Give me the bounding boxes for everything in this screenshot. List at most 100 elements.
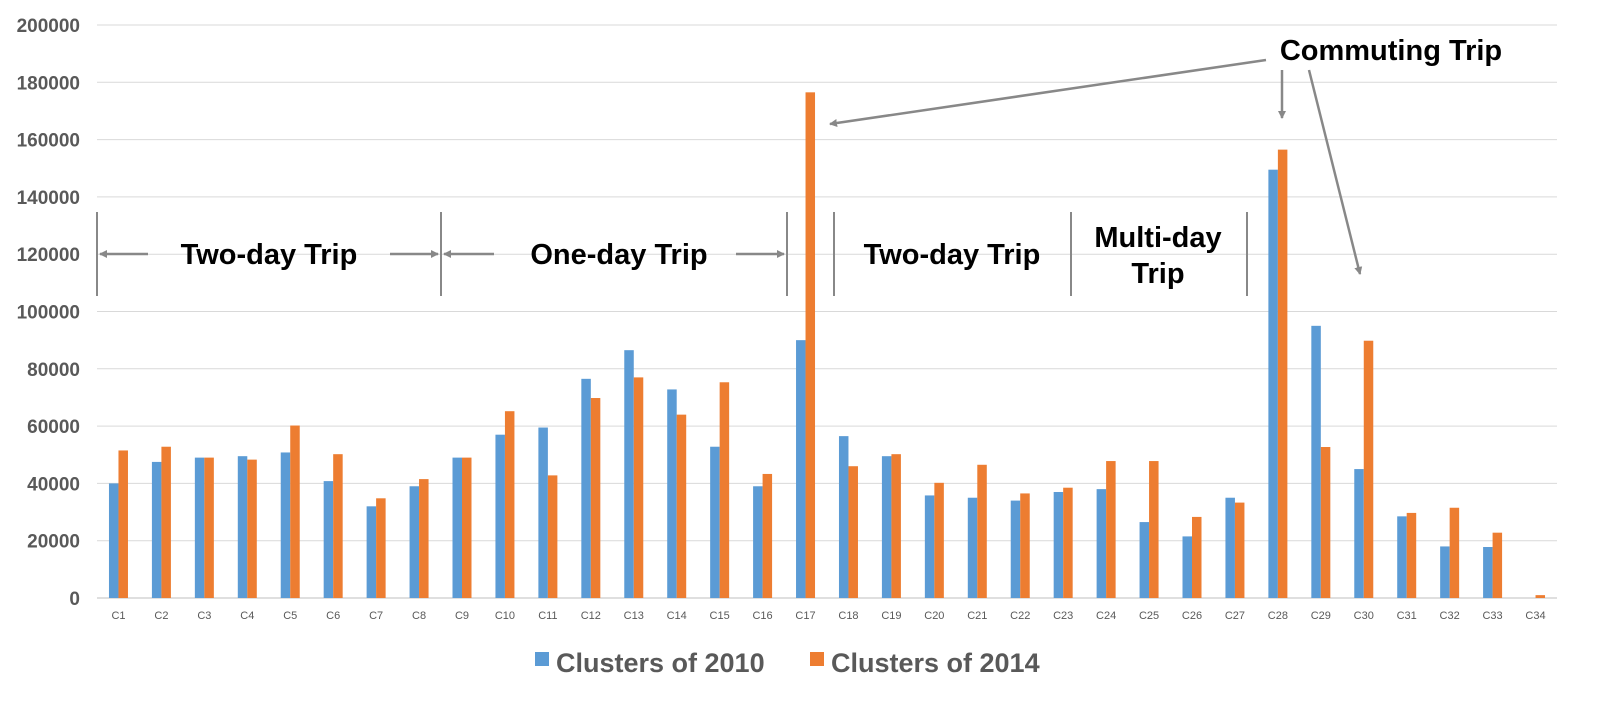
bar-2010-c2 [151,461,162,598]
legend-swatch [810,652,824,666]
x-tick-label: C19 [881,610,901,622]
y-tick-label: 140000 [17,188,80,209]
bar-2014-c3 [204,457,214,598]
y-tick-label: 20000 [27,532,80,553]
bar-2010-c28 [1268,169,1278,598]
bar-2010-c33 [1483,547,1493,598]
bar-2014-c33 [1492,532,1503,598]
y-tick-label: 80000 [27,360,80,381]
bar-2010-c15 [710,446,720,598]
legend-swatch [535,652,549,666]
bar-2010-c11 [538,427,548,598]
y-tick-label: 200000 [17,16,80,37]
bar-2014-c30 [1363,340,1374,598]
bar-2014-c17 [805,92,816,598]
bar-2010-c8 [409,486,420,598]
bar-2010-c32 [1440,546,1450,598]
bar-2014-c14 [676,414,687,598]
y-tick-label: 0 [69,589,80,610]
bar-2010-c9 [452,457,462,598]
annotations: Two-day Trip One-day Trip Two-day Trip M… [96,35,1502,296]
x-tick-label: C26 [1182,610,1202,622]
bar-2010-c24 [1096,489,1107,598]
y-tick-label: 160000 [17,131,80,152]
bar-2010-c26 [1182,536,1192,598]
bar-2010-c20 [924,495,935,598]
bar-2014-c27 [1234,502,1245,598]
bar-2014-c5 [290,425,300,598]
bars [108,92,1546,598]
x-tick-label: C14 [667,610,687,622]
x-tick-label: C34 [1525,610,1545,622]
bar-2010-c27 [1225,497,1235,598]
bar-2010-c4 [237,456,248,598]
x-tick-label: C23 [1053,610,1073,622]
bar-2010-c13 [624,350,634,598]
x-tick-label: C12 [581,610,601,622]
bar-2010-c19 [881,456,892,598]
x-tick-label: C31 [1397,610,1417,622]
bar-2010-c14 [667,389,677,598]
bar-2014-c23 [1063,487,1073,598]
x-tick-label: C7 [369,610,383,622]
x-tick-label: C17 [795,610,815,622]
x-tick-label: C1 [111,610,125,622]
x-tick-label: C4 [240,610,254,622]
x-tick-label: C15 [710,610,730,622]
bar-2014-c25 [1149,461,1159,598]
bar-2014-c22 [1020,493,1030,598]
annotation-commuting-trip: Commuting Trip [1280,35,1502,67]
x-tick-label: C30 [1354,610,1374,622]
bar-2010-c29 [1311,325,1321,598]
annotation-multi-day-trip-line2: Trip [1131,258,1184,290]
bar-2014-c6 [333,454,343,598]
bar-2010-c1 [108,483,119,598]
annotation-multi-day-trip-line1: Multi-day [1094,222,1221,254]
y-axis: 0 20000 40000 60000 80000 100000 120000 140000 1… [17,16,80,610]
x-tick-label: C5 [283,610,297,622]
bar-2010-c7 [366,506,377,598]
bar-2014-c11 [547,475,558,598]
bar-2014-c21 [977,464,987,598]
bar-2014-c1 [118,450,128,598]
y-tick-label: 40000 [27,474,80,495]
x-tick-label: C28 [1268,610,1288,622]
annotation-two-day-trip-1: Two-day Trip [181,239,358,271]
x-tick-label: C8 [412,610,426,622]
y-tick-label: 100000 [17,303,80,324]
bar-2014-c29 [1320,447,1331,598]
bar-2014-c34 [1535,595,1546,598]
bar-2014-c8 [419,479,429,598]
x-tick-label: C21 [967,610,987,622]
y-tick-label: 180000 [17,73,80,94]
bar-2010-c30 [1354,469,1364,598]
bar-2014-c20 [934,482,944,598]
x-tick-label: C2 [154,610,168,622]
x-tick-label: C6 [326,610,340,622]
bar-2010-c6 [323,481,334,598]
y-tick-label: 60000 [27,417,80,438]
x-tick-label: C10 [495,610,515,622]
bar-2014-c18 [848,466,858,598]
bar-2014-c12 [590,398,601,598]
x-tick-label: C11 [538,610,557,622]
bar-2010-c17 [796,340,806,598]
annotation-two-day-trip-2: Two-day Trip [864,239,1041,271]
bar-2014-c24 [1106,461,1116,598]
x-tick-label: C24 [1096,610,1116,622]
commuting-arrow-c17 [829,58,1267,127]
bar-2010-c16 [753,486,763,598]
legend-label: Clusters of 2014 [831,648,1040,678]
bar-2010-c3 [194,457,205,598]
x-tick-label: C13 [624,610,644,622]
bar-2014-c10 [504,411,515,598]
x-tick-label: C33 [1482,610,1502,622]
bar-2014-c26 [1192,516,1202,598]
annotation-one-day-trip: One-day Trip [530,239,707,271]
commuting-arrow-c30 [1307,69,1363,275]
x-tick-label: C29 [1311,610,1331,622]
y-tick-label: 120000 [17,245,80,266]
bar-2010-c12 [581,378,591,598]
x-tick-label: C20 [924,610,944,622]
